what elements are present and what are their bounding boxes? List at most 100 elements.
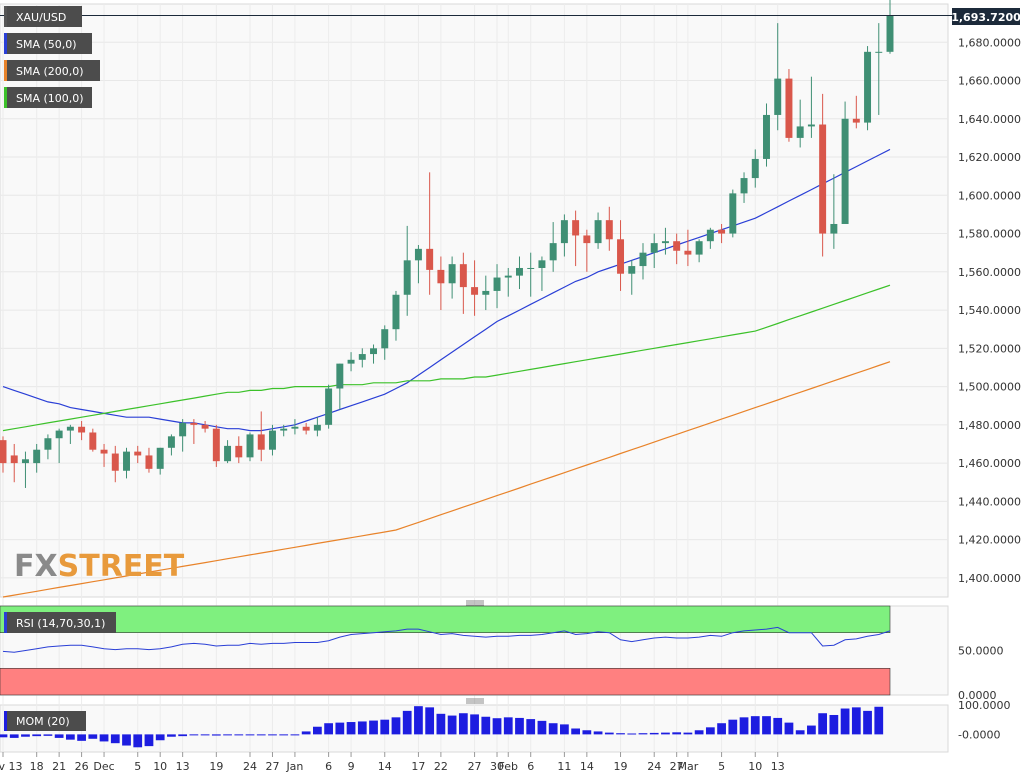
legend-item-bg	[4, 60, 100, 81]
mom-bar	[560, 724, 569, 735]
mom-bar	[470, 714, 479, 735]
legend-item-bg	[4, 6, 82, 27]
time-tick-label: 19	[209, 760, 223, 773]
mom-bar	[200, 734, 210, 736]
candle-up	[246, 434, 254, 458]
price-tick-label: 1,540.0000	[958, 304, 1021, 317]
mom-bar	[43, 734, 53, 736]
candle-up	[280, 428, 288, 431]
candle-up	[516, 267, 523, 276]
candle-down	[100, 449, 108, 454]
candle-up	[875, 51, 883, 53]
sma-200-line	[2, 361, 891, 598]
time-tick-label: 9	[348, 760, 355, 773]
candle-up	[650, 243, 658, 253]
legend-item-bg	[4, 33, 92, 54]
candle-down	[426, 248, 434, 270]
time-tick-label: 10	[153, 760, 167, 773]
candle-down	[134, 451, 142, 456]
candle-up	[830, 223, 838, 234]
mom-bar	[211, 734, 221, 736]
mom-bar	[425, 707, 435, 735]
candle-up	[628, 266, 636, 274]
time-tick-label: Mar	[678, 760, 699, 773]
candle-up	[381, 329, 389, 349]
legend-swatch	[4, 87, 7, 108]
candle-up	[886, 15, 894, 52]
mom-bar	[9, 734, 19, 738]
time-tick-label: Feb	[499, 760, 518, 773]
mom-bar	[301, 731, 311, 735]
candle-up	[336, 363, 344, 389]
mom-bar	[133, 734, 143, 748]
mom-bar	[571, 728, 580, 735]
mom-bar	[77, 734, 86, 741]
mom-bar	[167, 734, 176, 737]
candle-down	[785, 78, 793, 138]
mom-bar	[593, 731, 603, 735]
candle-down	[819, 124, 827, 234]
rsi-oversold-band	[0, 667, 891, 696]
candle-down	[302, 426, 310, 431]
mom-bar	[313, 726, 322, 735]
price-tick-label: 1,500.0000	[958, 381, 1021, 394]
time-tick-label: 27	[670, 760, 684, 773]
mom-bar	[458, 713, 468, 735]
mom-bar	[324, 723, 333, 735]
mom-bar	[155, 734, 165, 741]
candle-up	[774, 78, 782, 115]
candle-down	[437, 269, 445, 284]
candle-up	[66, 426, 74, 431]
mom-bar	[638, 733, 648, 735]
mom-bar	[717, 723, 726, 735]
mom-bar	[807, 725, 816, 735]
mom-bar	[380, 719, 390, 735]
price-tick-label: 1,480.0000	[958, 419, 1021, 432]
candle-up	[370, 348, 377, 355]
mom-bar	[526, 719, 536, 735]
mom-bar	[357, 721, 367, 735]
time-tick-label: Jan	[285, 760, 303, 773]
mom-bar	[492, 718, 502, 735]
mom-bar	[739, 717, 749, 735]
mom-bar	[503, 717, 513, 735]
mom-bar	[649, 732, 659, 735]
mom-bar	[728, 719, 738, 735]
time-tick-label: 26	[75, 760, 89, 773]
candle-down	[257, 434, 265, 450]
candle-up	[268, 430, 276, 450]
candle-down	[617, 239, 625, 274]
mom-bar	[705, 727, 715, 735]
mom-bar	[144, 734, 154, 747]
mom-bar	[346, 722, 356, 735]
time-tick-label: 13	[771, 760, 785, 773]
main-legend: XAU/USD SMA (50,0) SMA (200,0) SMA (100,0)	[4, 6, 100, 108]
candle-down	[471, 287, 479, 295]
candle-down	[583, 235, 591, 244]
candle-up	[796, 126, 804, 138]
mom-bar	[32, 734, 42, 737]
candle-up	[347, 359, 355, 364]
candle-down	[605, 220, 613, 240]
mom-bar	[268, 734, 277, 736]
rsi-tick-label: 0.0000	[958, 689, 997, 702]
mom-pane-resize-handle[interactable]	[466, 698, 484, 704]
rsi-pane-resize-handle[interactable]	[466, 600, 484, 606]
candle-up	[313, 424, 321, 431]
price-tick-label: 1,560.0000	[958, 266, 1021, 279]
last-price-value: 1,693.7200	[951, 11, 1021, 24]
candle-up	[325, 388, 333, 425]
price-tick-label: 1,420.0000	[958, 534, 1021, 547]
candle-up	[167, 436, 175, 448]
mom-bar	[616, 733, 625, 735]
time-tick-label: 14	[580, 760, 594, 773]
price-tick-label: 1,640.0000	[958, 113, 1021, 126]
legend-swatch	[4, 60, 7, 81]
price-tick-label: 1,680.0000	[958, 36, 1021, 49]
candle-down	[235, 445, 243, 458]
candle-up	[841, 118, 849, 224]
time-tick-label: 18	[30, 760, 44, 773]
legend-item-label: SMA (200,0)	[16, 65, 84, 78]
sma-50-line	[2, 148, 891, 432]
mom-bar	[661, 732, 670, 735]
